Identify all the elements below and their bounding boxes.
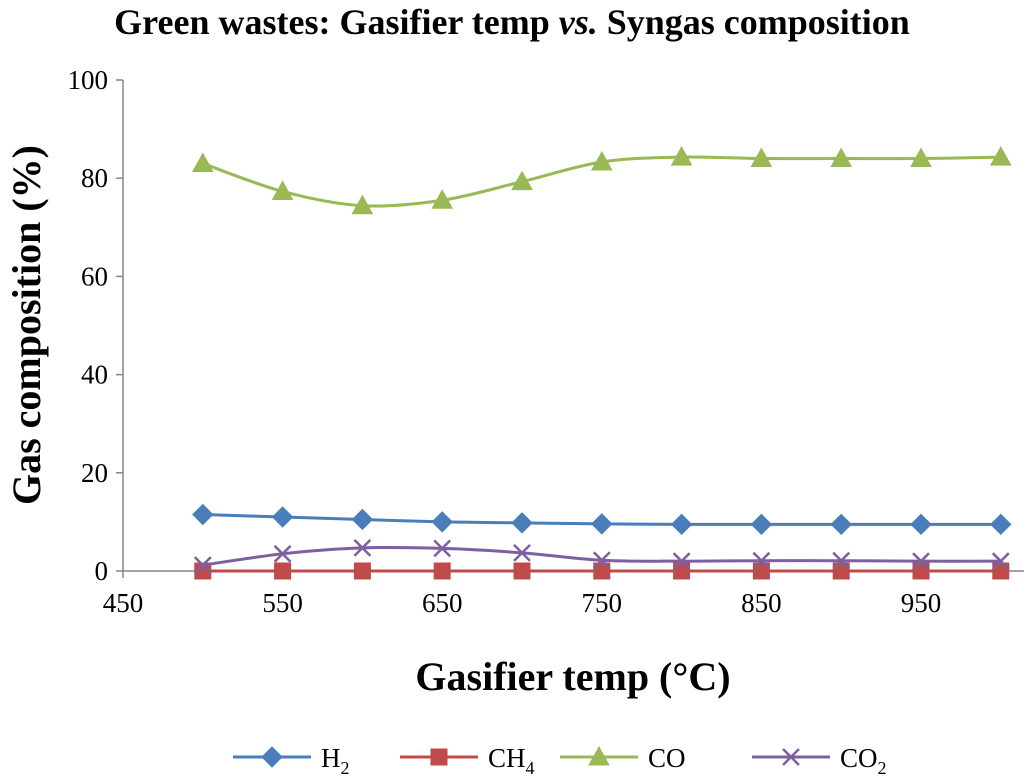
y-axis-title: Gas composition (%) <box>4 145 49 505</box>
series-line-co <box>202 155 1001 208</box>
data-point-h2 <box>192 503 214 526</box>
data-point-ch4 <box>673 562 691 580</box>
legend-label-text: CO <box>648 743 686 773</box>
x-ticks: 450 550 650 750 850 950 <box>103 571 942 618</box>
x-axis-title: Gasifier temp (°C) <box>415 654 730 699</box>
series-h2 <box>192 503 1012 536</box>
data-point-co <box>750 147 773 168</box>
data-point-ch4 <box>274 562 292 580</box>
data-point-h2 <box>431 511 453 533</box>
data-point-co <box>431 189 454 209</box>
legend: H2 CH4 CO CO2 <box>233 743 887 778</box>
legend-label-text: H <box>321 743 341 773</box>
y-tick-label: 80 <box>81 163 108 193</box>
data-point-co2 <box>433 539 452 558</box>
y-tick-label: 60 <box>81 261 108 291</box>
x-tick-label: 450 <box>103 588 144 618</box>
legend-label-co2: CO2 <box>840 743 887 778</box>
chart-title-italic: vs. <box>559 2 598 42</box>
data-point-co2 <box>912 552 930 571</box>
data-point-co <box>670 146 693 166</box>
chart-title: Green wastes: Gasifier temp vs. Syngas c… <box>114 2 910 42</box>
data-point-ch4 <box>832 562 850 580</box>
data-point-co <box>351 194 374 215</box>
data-point-co2 <box>513 543 531 562</box>
data-point-ch4 <box>752 562 770 580</box>
legend-label-h2: H2 <box>321 743 350 778</box>
legend-label-text: CH <box>488 743 526 773</box>
x-tick-label: 750 <box>582 588 623 618</box>
chart-title-part3: Syngas composition <box>598 2 910 42</box>
series-ch4 <box>194 562 1010 580</box>
data-point-ch4 <box>593 562 611 580</box>
legend-marker-co <box>588 745 610 766</box>
legend-label-subscript: 2 <box>878 758 887 778</box>
legend-marker-co2 <box>782 748 800 766</box>
data-point-h2 <box>910 513 932 536</box>
data-point-co2 <box>193 556 212 574</box>
data-point-h2 <box>670 513 693 536</box>
data-point-co2 <box>752 551 771 570</box>
data-point-ch4 <box>433 562 451 580</box>
data-point-co2 <box>592 551 611 570</box>
legend-label-subscript: 4 <box>526 758 535 778</box>
data-point-co <box>989 146 1012 166</box>
data-point-co2 <box>991 552 1010 571</box>
data-point-co2 <box>273 544 292 563</box>
data-point-h2 <box>511 512 533 534</box>
data-point-co <box>271 180 294 200</box>
data-point-h2 <box>591 513 613 535</box>
data-point-ch4 <box>513 562 531 580</box>
legend-label-text: CO <box>840 743 878 773</box>
data-point-co2 <box>353 539 372 557</box>
y-ticks: 0 20 40 60 80 100 <box>68 65 123 586</box>
legend-label-ch4: CH4 <box>488 743 535 778</box>
data-point-h2 <box>750 513 773 536</box>
x-tick-label: 850 <box>741 588 782 618</box>
legend-item-co: CO <box>560 743 686 773</box>
data-point-co <box>191 152 214 172</box>
data-point-h2 <box>351 508 374 531</box>
data-point-h2 <box>830 513 852 536</box>
chart-title-part1: Green wastes: Gasifier temp <box>114 2 559 42</box>
legend-label-co: CO <box>648 743 686 773</box>
series-co <box>191 146 1012 215</box>
data-point-ch4 <box>194 562 212 580</box>
data-point-h2 <box>271 506 294 528</box>
x-tick-label: 650 <box>422 588 463 618</box>
series-layer <box>191 146 1012 580</box>
data-point-co <box>511 170 533 191</box>
y-tick-label: 40 <box>81 360 108 390</box>
data-point-ch4 <box>912 562 930 580</box>
series-line-co2 <box>202 545 1001 567</box>
legend-label-subscript: 2 <box>341 758 350 778</box>
data-point-co2 <box>672 552 691 571</box>
data-point-co <box>910 147 932 168</box>
y-tick-label: 100 <box>68 65 109 95</box>
y-tick-label: 20 <box>81 458 108 488</box>
y-tick-label: 0 <box>95 556 109 586</box>
x-tick-label: 550 <box>262 588 303 618</box>
legend-item-co2: CO2 <box>752 743 887 778</box>
legend-item-h2: H2 <box>233 743 350 778</box>
x-tick-label: 950 <box>901 588 942 618</box>
data-point-co <box>590 150 613 171</box>
series-co2 <box>193 539 1010 574</box>
legend-item-ch4: CH4 <box>400 743 535 778</box>
data-point-ch4 <box>353 562 371 580</box>
data-point-co <box>830 147 853 168</box>
legend-marker-ch4 <box>430 748 448 766</box>
data-point-co2 <box>832 551 851 570</box>
data-point-h2 <box>990 513 1012 536</box>
legend-marker-h2 <box>261 746 283 768</box>
data-point-ch4 <box>992 562 1010 580</box>
